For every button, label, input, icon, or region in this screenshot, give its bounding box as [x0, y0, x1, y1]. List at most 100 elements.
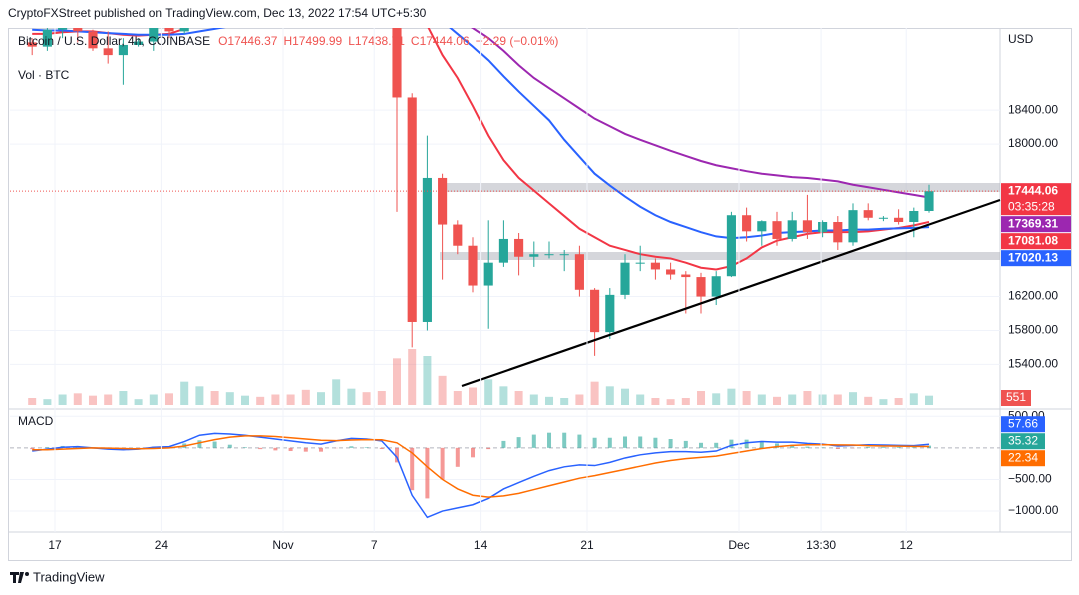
- volume-bar: [484, 379, 493, 405]
- candle-body: [818, 222, 828, 233]
- histogram-bar: [683, 440, 688, 448]
- price-label: 17081.08: [1008, 233, 1058, 247]
- volume-bar: [393, 358, 402, 405]
- price-label: 17020.13: [1008, 250, 1058, 264]
- candle-body: [544, 254, 554, 256]
- ohlc-high: H17499.99: [283, 34, 342, 48]
- histogram-bar: [531, 434, 536, 448]
- x-tick-label: 14: [474, 538, 488, 552]
- histogram-bar: [318, 447, 323, 452]
- volume-bar: [803, 391, 812, 405]
- macd-label-bg: [1001, 416, 1045, 433]
- ohlc-open: O17446.37: [218, 34, 278, 48]
- histogram-bar: [623, 436, 628, 448]
- histogram-bar: [227, 444, 232, 448]
- histogram-bar: [699, 442, 704, 448]
- candle-body: [453, 224, 463, 246]
- volume-bar: [636, 394, 645, 405]
- volume-bar: [58, 394, 67, 405]
- histogram-bar: [379, 447, 384, 449]
- x-tick-label: 12: [900, 538, 914, 552]
- histogram-bar: [516, 437, 521, 448]
- x-tick-label: Dec: [728, 538, 749, 552]
- volume-bar: [377, 391, 386, 405]
- volume-bar: [43, 399, 52, 405]
- volume-bar: [286, 394, 295, 405]
- candle-body: [179, 28, 189, 32]
- histogram-bar: [896, 447, 901, 448]
- volume-bar: [499, 386, 508, 405]
- volume-bar: [88, 395, 97, 405]
- ohlc-low: L17438.71: [348, 34, 405, 48]
- price-label: 17444.06: [1008, 183, 1058, 197]
- histogram-bar: [471, 447, 476, 458]
- candle-body: [696, 277, 706, 297]
- candle-body: [878, 217, 888, 219]
- histogram-bar: [607, 437, 612, 448]
- candle-body: [498, 238, 508, 263]
- histogram-bar: [303, 447, 308, 452]
- histogram-bar: [486, 447, 491, 450]
- candle-body: [149, 28, 159, 42]
- volume-bar: [833, 394, 842, 405]
- countdown: 03:35:28: [1008, 199, 1055, 213]
- histogram-bar: [927, 445, 932, 448]
- currency: USD: [1008, 32, 1034, 46]
- volume-bar: [271, 394, 280, 405]
- volume-bar: [408, 349, 417, 405]
- candle-body: [134, 41, 144, 45]
- price-pane: [10, 28, 1000, 405]
- candle-body: [848, 210, 858, 243]
- price-label-bg: [1001, 233, 1071, 250]
- volume-bar: [149, 394, 158, 405]
- ohlc-close: C17444.06: [411, 34, 470, 48]
- candle-body: [802, 220, 812, 233]
- candle-body: [27, 42, 37, 47]
- candle-body: [620, 262, 630, 295]
- histogram-bar: [410, 447, 415, 491]
- macd-label-bg: [1001, 433, 1045, 450]
- logo: TradingView: [10, 569, 105, 584]
- volume-bar: [757, 394, 766, 405]
- y-tick-label: 16200.00: [1008, 289, 1058, 303]
- volume-bar: [332, 379, 341, 405]
- candle-body: [88, 31, 98, 49]
- candle-body: [514, 238, 524, 257]
- change: −2.29 (−0.01%): [476, 34, 559, 48]
- candle-body: [757, 221, 767, 232]
- volume-bar: [180, 381, 189, 405]
- volume-bar: [712, 393, 721, 405]
- histogram-bar: [638, 436, 643, 448]
- candle-body: [103, 48, 113, 56]
- histogram-bar: [395, 447, 400, 463]
- histogram-bar: [425, 447, 430, 499]
- x-tick-label: 7: [371, 538, 378, 552]
- histogram-bar: [273, 447, 278, 451]
- volume-bar: [864, 396, 873, 405]
- candle-body: [772, 221, 782, 239]
- volume-bar: [210, 391, 219, 405]
- volume-bar: [347, 388, 356, 405]
- candle-body: [392, 28, 402, 98]
- volume-bar: [469, 387, 478, 405]
- histogram-bar: [866, 446, 871, 448]
- candle-body: [407, 97, 417, 322]
- price-label-bg: [1001, 250, 1071, 267]
- y-tick-label: 18000.00: [1008, 136, 1058, 150]
- logo-text: TradingView: [33, 569, 105, 584]
- volume-bar: [560, 398, 569, 405]
- volume-bar: [240, 395, 249, 405]
- candle-body: [422, 177, 432, 322]
- volume-bar: [514, 391, 523, 405]
- candle-body: [894, 217, 904, 223]
- price-label-bg: [1001, 216, 1071, 233]
- support-zone: [440, 252, 1000, 260]
- price-label: 17369.31: [1008, 216, 1058, 230]
- y-tick-label: 18400.00: [1008, 102, 1058, 116]
- histogram-bar: [562, 432, 567, 448]
- candle-body: [909, 210, 919, 223]
- candle-body: [118, 44, 128, 56]
- macd-title: MACD: [18, 414, 54, 428]
